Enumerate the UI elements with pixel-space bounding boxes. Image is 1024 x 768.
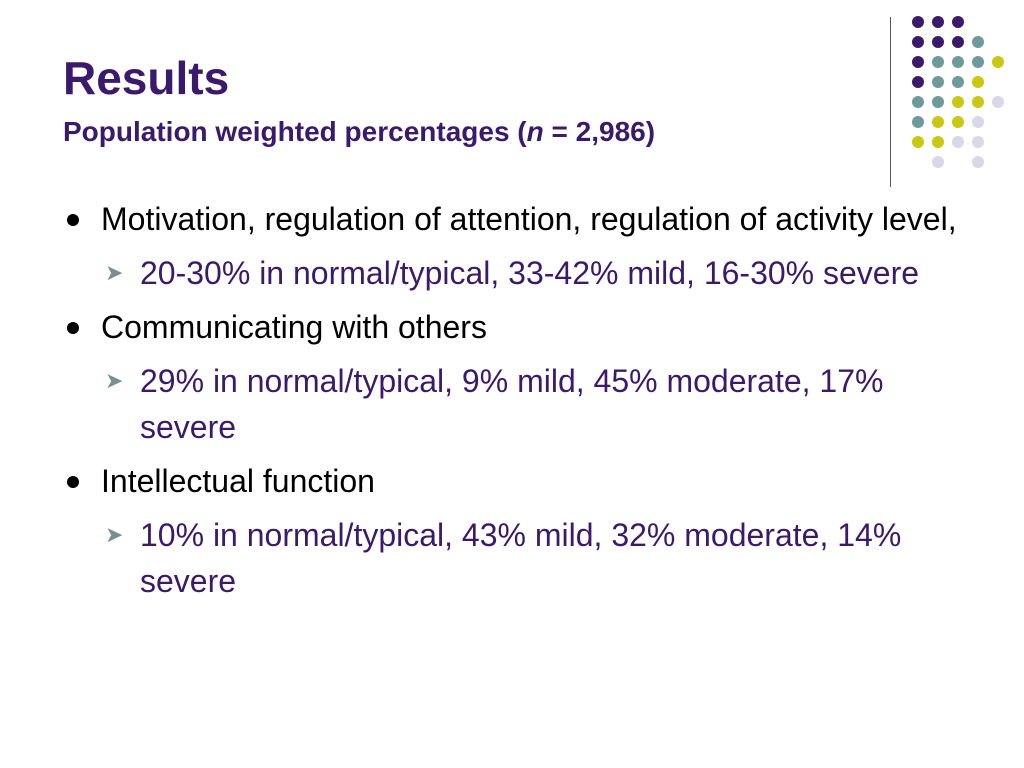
deco-dot <box>952 96 964 108</box>
subtitle-suffix: = 2,986) <box>543 116 656 147</box>
bullet-dot-icon <box>67 476 79 488</box>
subtitle-italic-n: n <box>526 116 544 147</box>
deco-dot <box>992 56 1004 68</box>
slide-title: Results <box>63 52 230 104</box>
deco-dot <box>952 36 964 48</box>
deco-dot <box>932 16 944 28</box>
arrow-bullet-icon: ➤ <box>105 260 124 285</box>
decorative-vertical-line <box>890 17 891 187</box>
sub-bullet-item: ➤ 29% in normal/typical, 9% mild, 45% mod… <box>63 358 963 450</box>
bullet-list: Motivation, regulation of attention, reg… <box>63 196 963 612</box>
deco-dot <box>912 36 924 48</box>
arrow-bullet-icon: ➤ <box>105 522 124 547</box>
deco-dot <box>952 76 964 88</box>
slide-subtitle: Population weighted percentages (n = 2,9… <box>63 114 655 150</box>
bullet-item: Intellectual function <box>63 458 963 504</box>
deco-dot <box>972 136 984 148</box>
bullet-item: Communicating with others <box>63 304 963 350</box>
deco-dot <box>972 36 984 48</box>
deco-dot <box>932 116 944 128</box>
decorative-dot-grid <box>912 16 1004 168</box>
deco-dot <box>932 76 944 88</box>
deco-dot <box>912 76 924 88</box>
deco-dot <box>932 36 944 48</box>
bullet-dot-icon <box>67 214 79 226</box>
deco-dot <box>952 16 964 28</box>
deco-dot <box>932 156 944 168</box>
deco-dot <box>932 56 944 68</box>
sub-bullet-item: ➤ 20-30% in normal/typical, 33-42% mild, … <box>63 250 963 296</box>
deco-dot <box>952 116 964 128</box>
sub-bullet-text: 29% in normal/typical, 9% mild, 45% mode… <box>140 363 884 445</box>
deco-dot <box>972 156 984 168</box>
bullet-text: Intellectual function <box>101 463 375 499</box>
deco-dot <box>972 76 984 88</box>
bullet-text: Communicating with others <box>101 309 487 345</box>
deco-dot <box>912 136 924 148</box>
sub-bullet-text: 20-30% in normal/typical, 33-42% mild, 1… <box>140 255 920 291</box>
deco-dot <box>972 116 984 128</box>
deco-dot <box>912 116 924 128</box>
sub-bullet-text: 10% in normal/typical, 43% mild, 32% mod… <box>140 517 902 599</box>
deco-dot <box>932 136 944 148</box>
deco-dot <box>912 56 924 68</box>
deco-dot <box>912 16 924 28</box>
deco-dot <box>972 56 984 68</box>
arrow-bullet-icon: ➤ <box>105 368 124 393</box>
bullet-dot-icon <box>67 322 79 334</box>
deco-dot <box>912 96 924 108</box>
sub-bullet-item: ➤ 10% in normal/typical, 43% mild, 32% mo… <box>63 512 963 604</box>
deco-dot <box>952 56 964 68</box>
bullet-item: Motivation, regulation of attention, reg… <box>63 196 963 242</box>
bullet-text: Motivation, regulation of attention, reg… <box>101 201 957 237</box>
subtitle-prefix: Population weighted percentages ( <box>63 116 527 147</box>
deco-dot <box>992 96 1004 108</box>
deco-dot <box>952 136 964 148</box>
deco-dot <box>972 96 984 108</box>
deco-dot <box>932 96 944 108</box>
